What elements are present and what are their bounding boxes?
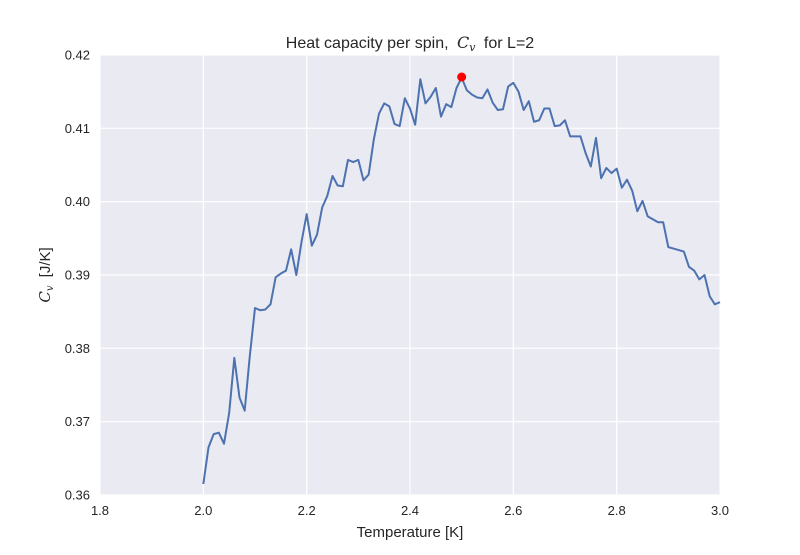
y-tick-label: 0.38	[65, 341, 90, 356]
y-tick-label: 0.39	[65, 268, 90, 283]
x-tick-label: 2.6	[504, 503, 522, 518]
x-tick-label: 2.4	[401, 503, 419, 518]
y-axis-label: Cv [J/K]	[36, 247, 57, 302]
y-tick-label: 0.37	[65, 414, 90, 429]
chart-title-prefix: Heat capacity per spin,	[286, 35, 449, 52]
chart-title-symbol-sub: v	[469, 41, 476, 54]
y-axis-label-symbol: C	[36, 291, 54, 303]
x-tick-label: 3.0	[711, 503, 729, 518]
max-point-marker	[457, 72, 467, 82]
x-tick-labels: 1.8 2.0 2.2 2.4 2.6 2.8 3.0	[91, 503, 729, 518]
y-tick-label: 0.42	[65, 48, 90, 63]
x-axis-label: Temperature [K]	[357, 524, 464, 541]
grid-lines	[99, 54, 721, 496]
chart-title-symbol: C	[457, 33, 469, 52]
x-tick-label: 2.2	[298, 503, 316, 518]
y-axis-label-symbol-sub: v	[45, 285, 56, 291]
y-tick-label: 0.41	[65, 121, 90, 136]
y-tick-label: 0.40	[65, 194, 90, 209]
x-tick-label: 1.8	[91, 503, 109, 518]
x-tick-label: 2.8	[608, 503, 626, 518]
chart-title: Heat capacity per spin, Cv for L=2	[286, 33, 534, 55]
y-tick-labels: 0.36 0.37 0.38 0.39 0.40 0.41 0.42	[65, 48, 90, 503]
y-axis-label-suffix: [J/K]	[37, 247, 54, 277]
chart-title-suffix: for L=2	[484, 35, 534, 52]
y-tick-label: 0.36	[65, 488, 90, 503]
x-tick-label: 2.0	[194, 503, 212, 518]
